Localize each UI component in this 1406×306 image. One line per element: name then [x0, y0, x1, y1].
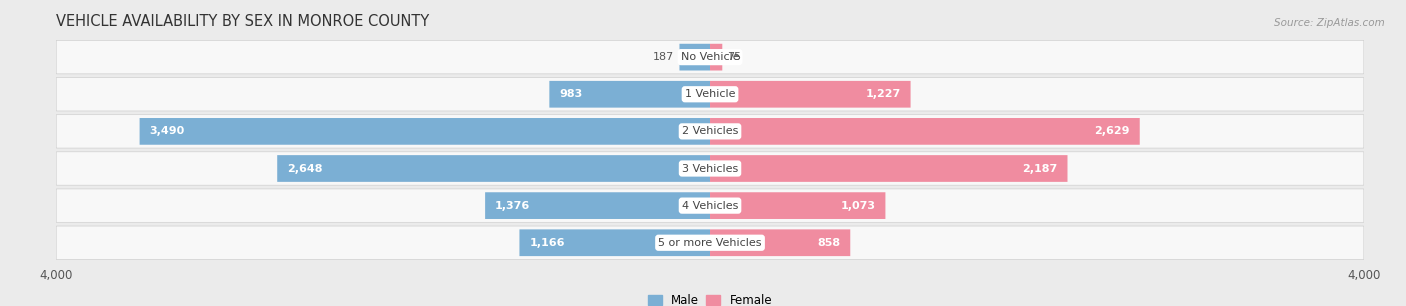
Text: 2,648: 2,648 [287, 163, 322, 174]
Text: 1,376: 1,376 [495, 201, 530, 211]
FancyBboxPatch shape [710, 118, 1140, 145]
Text: No Vehicle: No Vehicle [681, 52, 740, 62]
Text: 858: 858 [817, 238, 841, 248]
Text: 75: 75 [727, 52, 741, 62]
Text: 1,073: 1,073 [841, 201, 876, 211]
Text: 2 Vehicles: 2 Vehicles [682, 126, 738, 136]
FancyBboxPatch shape [519, 230, 710, 256]
FancyBboxPatch shape [710, 192, 886, 219]
Text: 3 Vehicles: 3 Vehicles [682, 163, 738, 174]
Text: 3,490: 3,490 [149, 126, 184, 136]
FancyBboxPatch shape [56, 226, 1364, 259]
FancyBboxPatch shape [679, 44, 710, 70]
Text: 2,187: 2,187 [1022, 163, 1057, 174]
FancyBboxPatch shape [56, 115, 1364, 148]
FancyBboxPatch shape [277, 155, 710, 182]
FancyBboxPatch shape [56, 40, 1364, 74]
FancyBboxPatch shape [550, 81, 710, 108]
FancyBboxPatch shape [56, 77, 1364, 111]
Text: 983: 983 [560, 89, 582, 99]
Text: 187: 187 [654, 52, 675, 62]
Legend: Male, Female: Male, Female [648, 294, 772, 306]
FancyBboxPatch shape [485, 192, 710, 219]
FancyBboxPatch shape [56, 152, 1364, 185]
FancyBboxPatch shape [710, 155, 1067, 182]
FancyBboxPatch shape [710, 81, 911, 108]
Text: 1,227: 1,227 [866, 89, 901, 99]
FancyBboxPatch shape [139, 118, 710, 145]
Text: 4 Vehicles: 4 Vehicles [682, 201, 738, 211]
Text: Source: ZipAtlas.com: Source: ZipAtlas.com [1274, 18, 1385, 28]
FancyBboxPatch shape [710, 44, 723, 70]
FancyBboxPatch shape [56, 189, 1364, 222]
Text: 1 Vehicle: 1 Vehicle [685, 89, 735, 99]
Text: 2,629: 2,629 [1094, 126, 1130, 136]
FancyBboxPatch shape [710, 230, 851, 256]
Text: VEHICLE AVAILABILITY BY SEX IN MONROE COUNTY: VEHICLE AVAILABILITY BY SEX IN MONROE CO… [56, 13, 429, 28]
Text: 5 or more Vehicles: 5 or more Vehicles [658, 238, 762, 248]
Text: 1,166: 1,166 [529, 238, 565, 248]
